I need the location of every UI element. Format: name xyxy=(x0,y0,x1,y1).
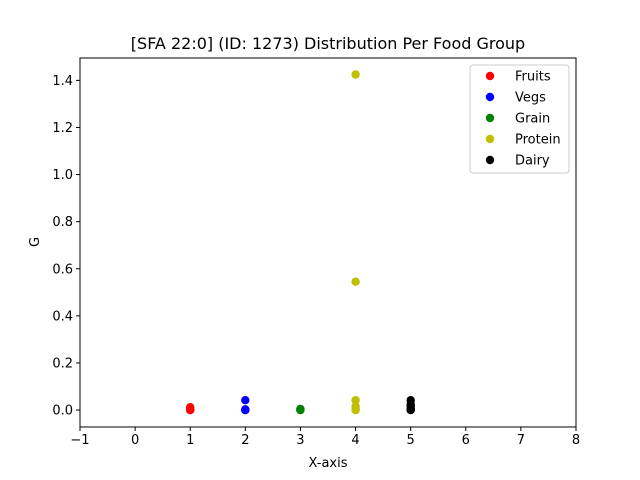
x-tick-label: 2 xyxy=(241,433,249,448)
legend-label-protein: Protein xyxy=(515,133,561,148)
x-tick-label: 5 xyxy=(407,433,415,448)
chart-title: [SFA 22:0] (ID: 1273) Distribution Per F… xyxy=(131,34,525,53)
point-vegs-3 xyxy=(241,405,250,414)
y-tick-label: 0.8 xyxy=(52,215,73,230)
legend: Fruits Vegs Grain Protein Dairy xyxy=(469,64,570,174)
point-fruits-4 xyxy=(186,403,195,412)
legend-marker-vegs xyxy=(485,92,495,102)
y-tick-label: 0.2 xyxy=(52,356,73,371)
point-grain-3 xyxy=(296,404,305,414)
x-axis-label: X-axis xyxy=(309,456,348,471)
data-points xyxy=(186,70,415,415)
x-tick-label: −1 xyxy=(70,433,89,448)
legend-marker-fruits xyxy=(485,71,495,81)
y-axis-label: G xyxy=(28,237,43,247)
y-tick-label: 1.4 xyxy=(52,74,73,89)
point-protein-3 xyxy=(351,402,360,411)
legend-label-fruits: Fruits xyxy=(515,70,551,85)
point-vegs-4 xyxy=(241,396,250,405)
x-axis-ticks: −1 0 1 2 3 4 5 6 7 8 xyxy=(70,427,580,448)
legend-box xyxy=(469,64,570,174)
point-protein-5 xyxy=(351,277,360,286)
x-tick-label: 6 xyxy=(462,433,470,448)
x-tick-label: 7 xyxy=(517,433,525,448)
y-tick-label: 1.0 xyxy=(52,168,73,183)
point-protein-6 xyxy=(351,70,360,79)
x-tick-label: 8 xyxy=(572,433,580,448)
y-tick-label: 0.6 xyxy=(52,262,73,277)
y-tick-label: 0.0 xyxy=(52,404,73,419)
point-dairy-6 xyxy=(406,396,415,405)
y-axis-ticks: 0.0 0.2 0.4 0.6 0.8 1.0 1.2 1.4 xyxy=(52,74,80,419)
plot-frame xyxy=(79,57,577,428)
legend-marker-grain xyxy=(485,113,495,123)
x-tick-label: 3 xyxy=(296,433,304,448)
x-tick-label: 1 xyxy=(186,433,194,448)
legend-marker-protein xyxy=(485,134,495,144)
x-tick-label: 0 xyxy=(131,433,139,448)
legend-label-dairy: Dairy xyxy=(515,154,550,169)
legend-marker-dairy xyxy=(485,155,495,165)
x-tick-label: 4 xyxy=(351,433,359,448)
y-tick-label: 0.4 xyxy=(52,309,73,324)
point-protein-4 xyxy=(351,396,360,405)
legend-label-grain: Grain xyxy=(515,112,550,127)
legend-label-vegs: Vegs xyxy=(515,91,546,106)
y-tick-label: 1.2 xyxy=(52,121,73,136)
